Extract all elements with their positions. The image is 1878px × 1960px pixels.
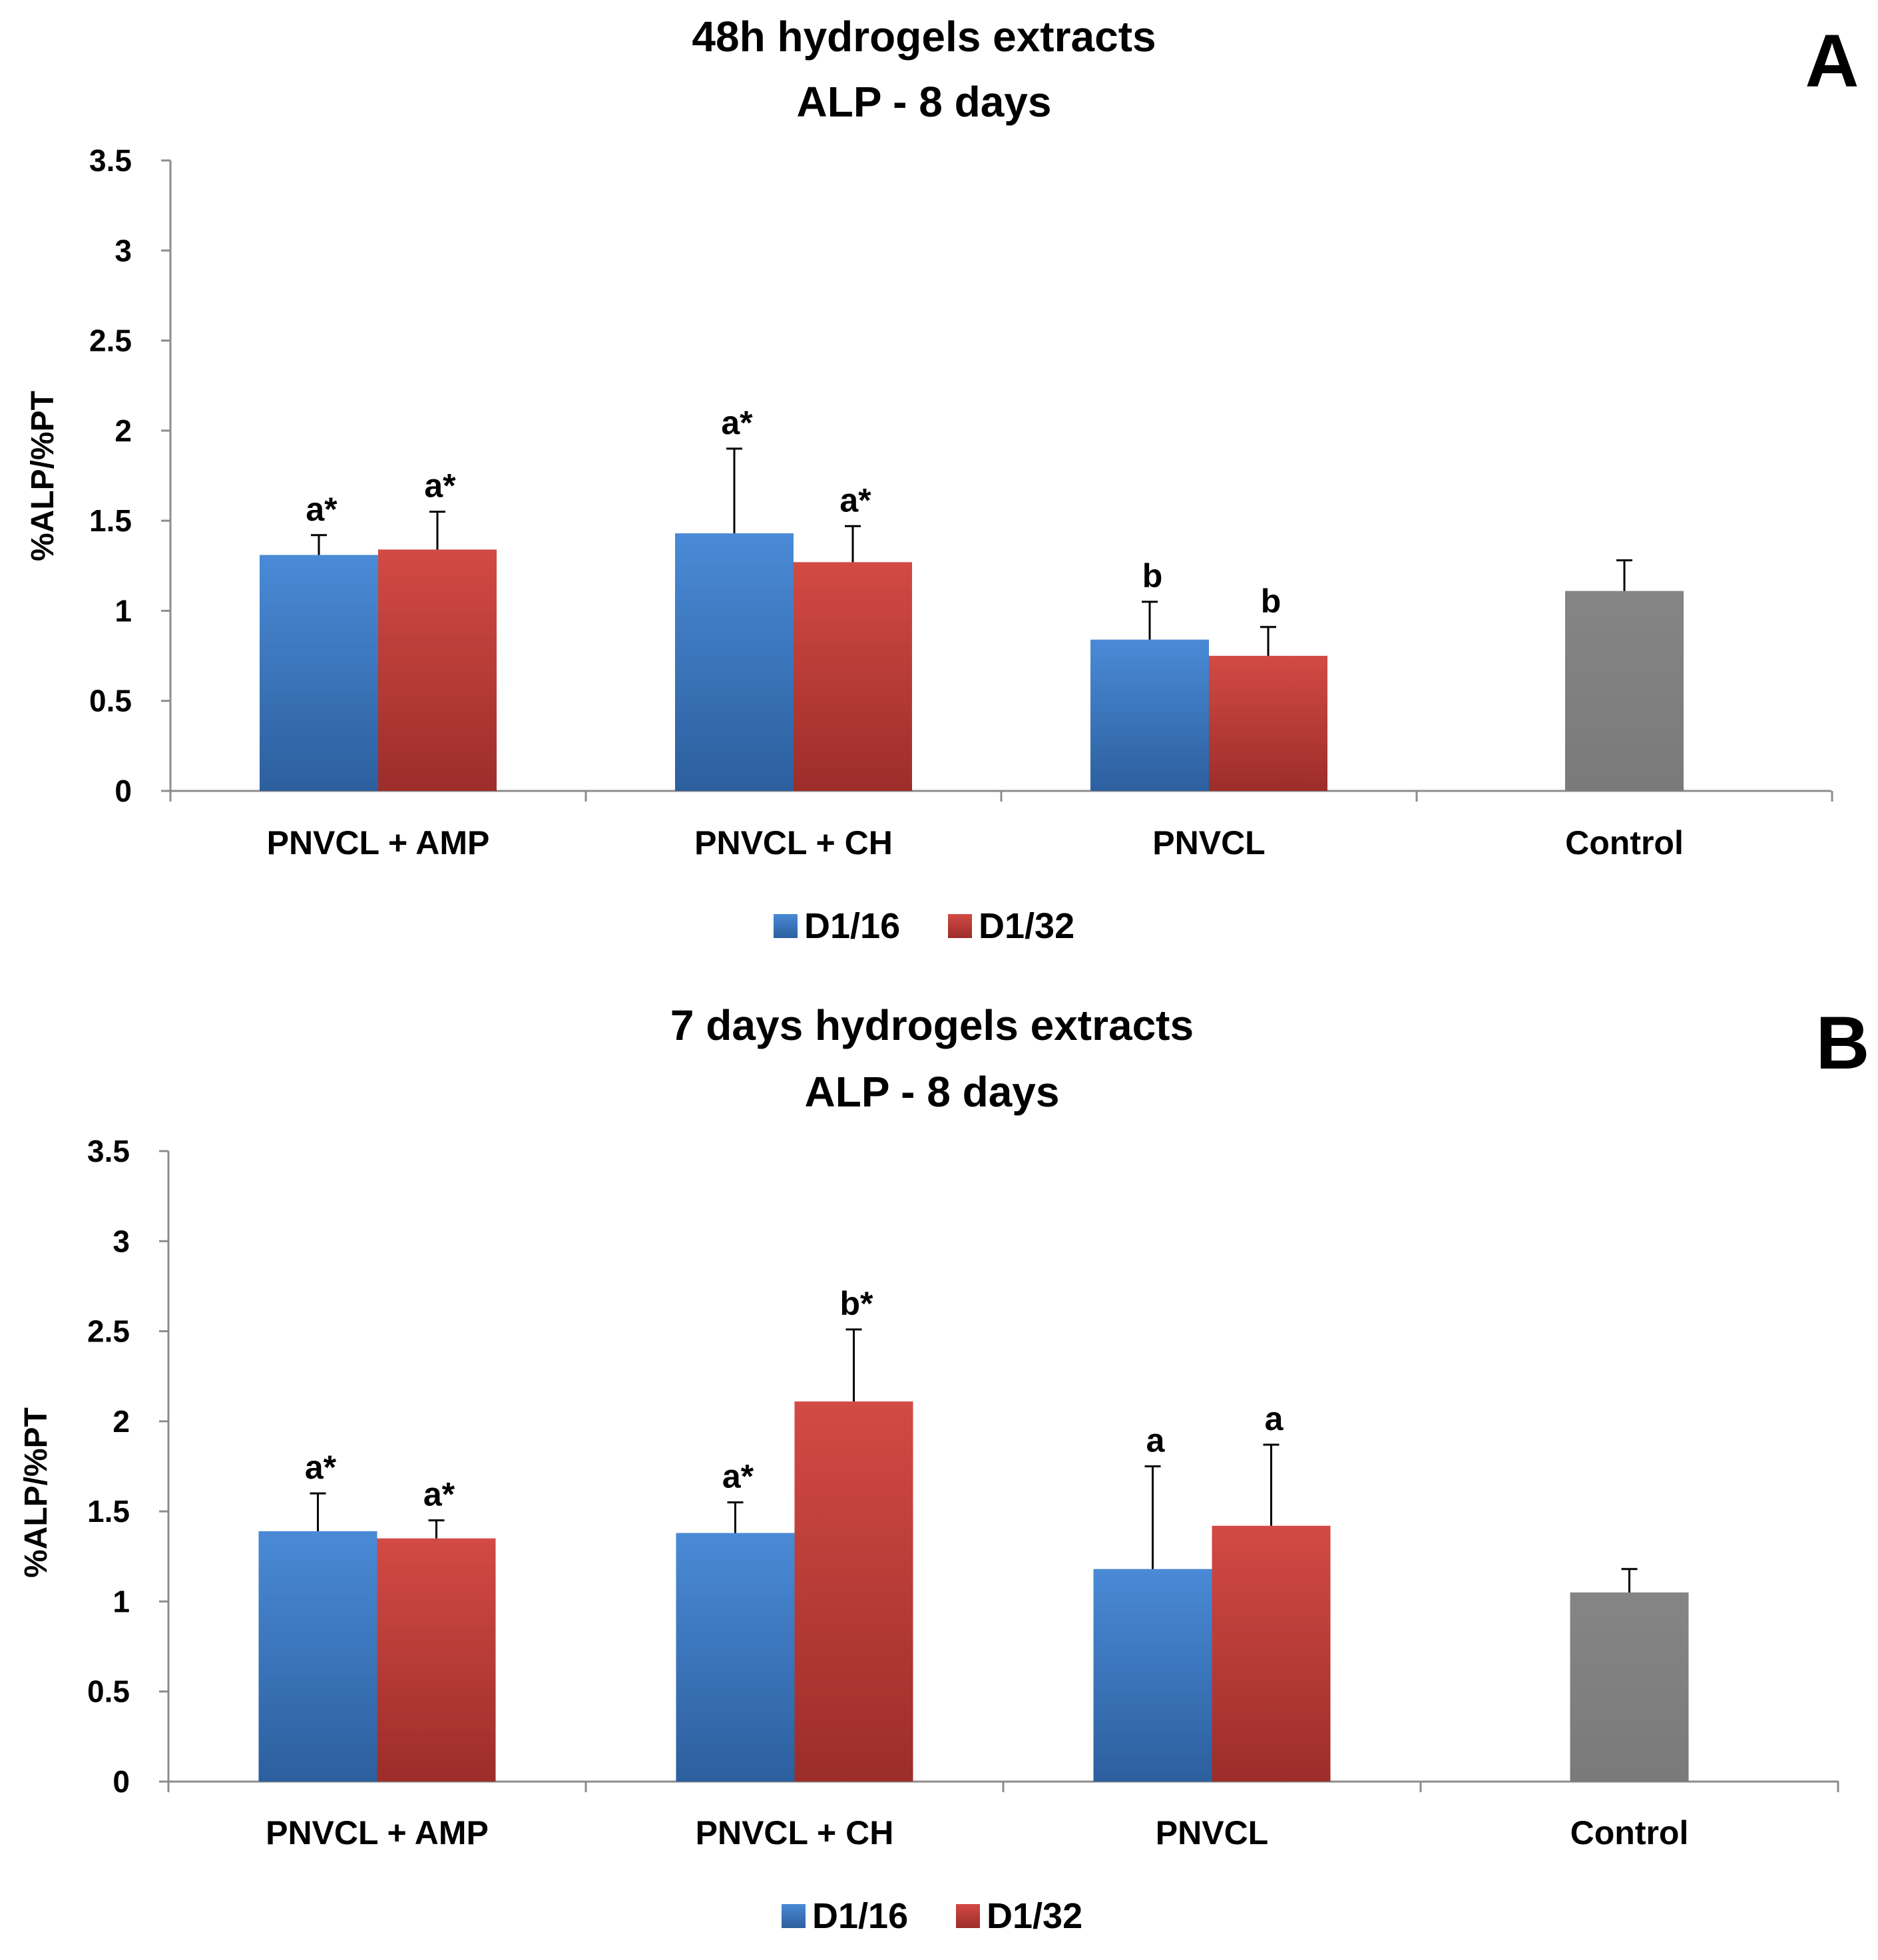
bar-d1-16 <box>258 1531 377 1782</box>
x-category-label: PNVCL <box>1152 824 1265 861</box>
chart-b-title-line-1: 7 days hydrogels extracts <box>670 1001 1194 1049</box>
significance-label: a* <box>305 1449 337 1486</box>
panel-b: 7 days hydrogels extracts ALP - 8 days B… <box>19 1001 1869 1936</box>
bar-d1-16 <box>1093 1569 1212 1782</box>
significance-label: a* <box>721 404 753 441</box>
bar-d1-16 <box>1090 639 1209 791</box>
y-tick-label: 2 <box>115 413 132 448</box>
panel-label-a: A <box>1805 19 1859 103</box>
x-category-label: PNVCL + AMP <box>266 1814 489 1851</box>
legend: D1/16 D1/32 <box>782 1896 1082 1936</box>
y-tick-label: 1.5 <box>89 503 132 538</box>
significance-label: b <box>1261 583 1282 620</box>
significance-label: a* <box>424 467 456 505</box>
x-category-label: Control <box>1565 824 1684 861</box>
y-tick-label: 1 <box>113 1584 130 1618</box>
legend: D1/16 D1/32 <box>774 906 1074 946</box>
bar-control <box>1565 591 1684 791</box>
bar-d1-32 <box>1209 656 1327 791</box>
y-tick-label: 2.5 <box>87 1314 130 1349</box>
legend-swatch <box>948 914 972 938</box>
chart-b-y-axis-label: %ALP/%PT <box>19 1407 54 1578</box>
significance-label: b <box>1142 557 1163 595</box>
bar-control <box>1570 1592 1689 1782</box>
legend-label: D1/32 <box>987 1896 1082 1936</box>
bar-d1-32 <box>794 1401 913 1782</box>
bar-d1-16 <box>675 533 794 791</box>
significance-label: b* <box>840 1285 874 1322</box>
y-tick-label: 3 <box>115 233 132 268</box>
panel-label-b: B <box>1816 1001 1870 1085</box>
chart-a-title-line-1: 48h hydrogels extracts <box>692 13 1156 61</box>
y-tick-label: 2 <box>113 1404 130 1439</box>
bar-d1-32 <box>794 562 912 791</box>
bar-d1-16 <box>676 1533 795 1782</box>
x-category-label: Control <box>1570 1814 1689 1851</box>
significance-label: a <box>1146 1422 1166 1459</box>
x-category-label: PNVCL + CH <box>696 1814 894 1851</box>
y-tick-label: 3.5 <box>87 1134 130 1168</box>
bar-d1-32 <box>1212 1525 1331 1782</box>
legend-label: D1/32 <box>979 906 1074 946</box>
y-tick-label: 3 <box>113 1224 130 1258</box>
y-tick-label: 3.5 <box>89 143 132 178</box>
significance-label: a* <box>839 481 871 519</box>
x-category-label: PNVCL <box>1156 1814 1268 1851</box>
significance-label: a* <box>722 1458 754 1495</box>
x-category-label: PNVCL + AMP <box>267 824 490 861</box>
chart-b-plot: 0 0.5 1 1.5 2 2.5 3 3.5 PNVCL + AMP a* a* PNVCL + C… <box>87 1134 1839 1936</box>
legend-swatch <box>956 1904 980 1928</box>
legend-swatch <box>782 1904 806 1928</box>
y-tick-label: 2.5 <box>89 324 132 358</box>
x-category-label: PNVCL + CH <box>694 824 893 861</box>
significance-label: a <box>1265 1400 1284 1437</box>
y-tick-label: 1.5 <box>87 1494 130 1529</box>
significance-label: a* <box>306 491 338 528</box>
y-tick-label: 0.5 <box>89 684 132 718</box>
y-tick-label: 0 <box>113 1764 130 1799</box>
legend-swatch <box>774 914 798 938</box>
chart-b-title-line-2: ALP - 8 days <box>805 1068 1060 1116</box>
y-tick-label: 1 <box>115 593 132 628</box>
y-tick-label: 0.5 <box>87 1674 130 1709</box>
legend-label: D1/16 <box>804 906 900 946</box>
bar-d1-32 <box>377 1538 496 1782</box>
chart-a-y-axis-label: %ALP/%PT <box>25 391 61 561</box>
chart-a-title-line-2: ALP - 8 days <box>797 78 1052 126</box>
chart-a-plot: 0 0.5 1 1.5 2 2.5 3 3.5 PNVCL + AMP a* a* PNVCL + C… <box>89 143 1833 946</box>
y-tick-label: 0 <box>115 774 132 808</box>
legend-label: D1/16 <box>812 1896 908 1936</box>
panel-a: 48h hydrogels extracts ALP - 8 days A %A… <box>25 13 1859 946</box>
bar-d1-32 <box>378 549 497 791</box>
bar-d1-16 <box>260 555 378 791</box>
significance-label: a* <box>423 1476 455 1513</box>
